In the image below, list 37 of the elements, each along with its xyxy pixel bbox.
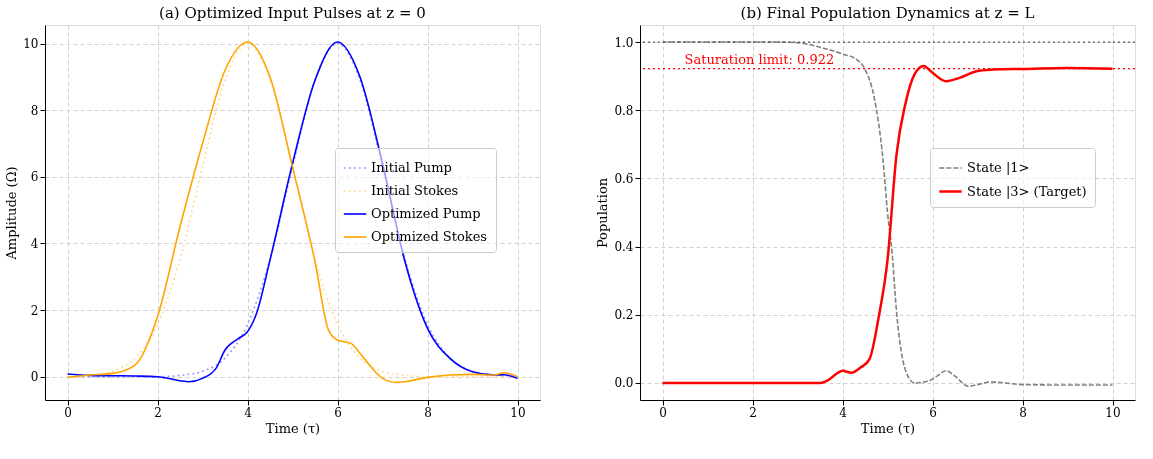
legend-label: State |3> (Target) [967, 183, 1087, 199]
chart-title: (b) Final Population Dynamics at z = L [740, 4, 1035, 22]
x-tick-label: 4 [244, 405, 253, 420]
y-tick-label: 0.8 [614, 103, 634, 118]
x-tick-label: 2 [154, 405, 162, 420]
y-tick-label: 0.2 [614, 308, 634, 323]
y-tick-label: 8 [30, 103, 39, 118]
y-tick-label: 10 [23, 37, 39, 52]
y-tick-label: 0.0 [614, 376, 634, 391]
x-tick-label: 8 [1019, 405, 1027, 420]
x-tick-label: 0 [659, 405, 667, 420]
chart-title: (a) Optimized Input Pulses at z = 0 [159, 4, 426, 22]
y-tick-label: 6 [30, 170, 39, 185]
x-tick-label: 0 [64, 405, 72, 420]
y-axis-title: Amplitude (Ω) [4, 166, 20, 261]
x-tick-label: 4 [839, 405, 848, 420]
y-axis-title: Population [595, 177, 611, 249]
y-tick-label: 0.4 [614, 240, 634, 255]
x-tick-label: 10 [510, 405, 526, 420]
y-tick-label: 4 [30, 236, 39, 251]
y-tick-label: 0 [30, 370, 39, 385]
legend-label: Initial Pump [371, 160, 452, 175]
legend-label: Initial Stokes [371, 183, 459, 198]
x-tick-label: 6 [929, 405, 937, 420]
x-tick-label: 10 [1105, 405, 1121, 420]
x-tick-label: 8 [424, 405, 432, 420]
y-tick-label: 0.6 [614, 171, 634, 186]
x-axis-title: Time (τ) [860, 420, 916, 436]
legend-label: State |1> [967, 160, 1030, 175]
ref-line-label: Saturation limit: 0.922 [684, 51, 835, 67]
x-tick-label: 6 [334, 405, 342, 420]
legend-label: Optimized Stokes [371, 229, 488, 244]
x-axis-title: Time (τ) [265, 420, 321, 436]
y-tick-label: 1.0 [614, 35, 634, 50]
y-tick-label: 2 [30, 303, 39, 318]
legend-label: Optimized Pump [371, 206, 481, 221]
x-tick-label: 2 [749, 405, 757, 420]
